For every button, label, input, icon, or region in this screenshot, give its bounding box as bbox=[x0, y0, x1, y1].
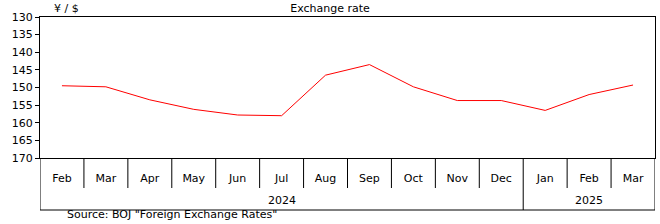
svg-text:Jun: Jun bbox=[228, 172, 246, 185]
svg-text:Oct: Oct bbox=[404, 172, 424, 185]
svg-text:Nov: Nov bbox=[447, 172, 469, 185]
svg-text:Jul: Jul bbox=[274, 172, 288, 185]
svg-text:¥ / $: ¥ / $ bbox=[54, 2, 79, 15]
svg-text:155: 155 bbox=[12, 99, 33, 112]
svg-text:Feb: Feb bbox=[52, 172, 71, 185]
svg-text:170: 170 bbox=[12, 152, 33, 165]
svg-text:Source: BOJ "Foreign Exchange: Source: BOJ "Foreign Exchange Rates" bbox=[67, 208, 277, 221]
svg-text:Dec: Dec bbox=[491, 172, 512, 185]
svg-text:130: 130 bbox=[12, 11, 33, 24]
svg-text:165: 165 bbox=[12, 134, 33, 147]
svg-text:150: 150 bbox=[12, 81, 33, 94]
svg-text:Aug: Aug bbox=[315, 172, 336, 185]
svg-text:Mar: Mar bbox=[623, 172, 644, 185]
svg-text:140: 140 bbox=[12, 46, 33, 59]
svg-text:2024: 2024 bbox=[268, 194, 296, 207]
svg-text:2025: 2025 bbox=[575, 194, 603, 207]
svg-text:160: 160 bbox=[12, 117, 33, 130]
svg-text:135: 135 bbox=[12, 28, 33, 41]
svg-text:May: May bbox=[182, 172, 205, 185]
svg-text:Feb: Feb bbox=[579, 172, 598, 185]
svg-text:Mar: Mar bbox=[96, 172, 117, 185]
svg-text:Exchange rate: Exchange rate bbox=[290, 2, 370, 15]
svg-text:Sep: Sep bbox=[359, 172, 380, 185]
svg-text:145: 145 bbox=[12, 64, 33, 77]
svg-text:Jan: Jan bbox=[536, 172, 554, 185]
svg-text:Apr: Apr bbox=[140, 172, 160, 185]
